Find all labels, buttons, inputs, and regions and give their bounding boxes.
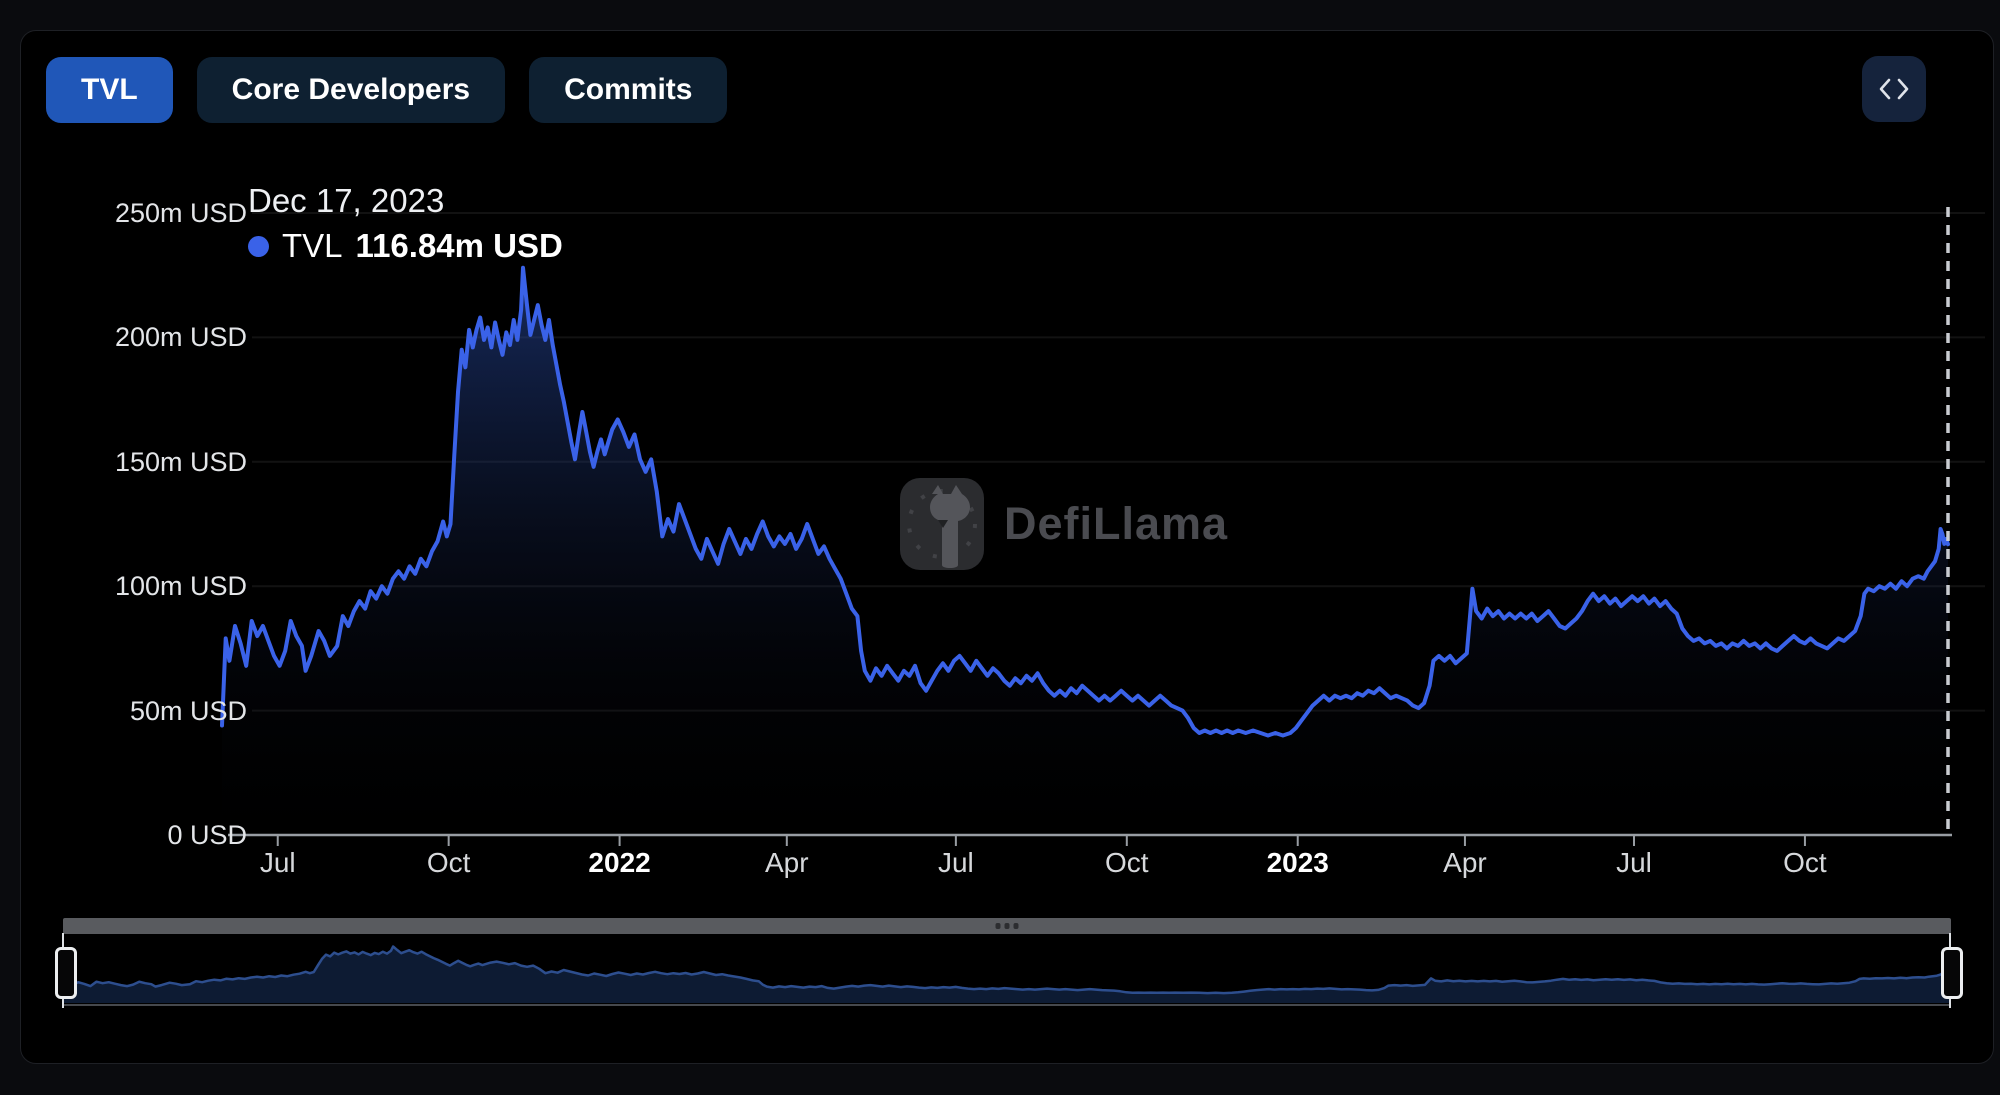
embed-code-button[interactable] [1862, 56, 1926, 122]
chart-tab-bar: TVL Core Developers Commits [46, 57, 728, 123]
tooltip-value: 116.84m USD [355, 227, 563, 264]
chart-tooltip: Dec 17, 2023 TVL 116.84m USD [248, 182, 563, 265]
chart-hover-area[interactable] [222, 213, 1948, 835]
tooltip-series-name: TVL [282, 227, 343, 264]
tooltip-date: Dec 17, 2023 [248, 182, 445, 219]
series-marker-dot [248, 235, 269, 257]
scrollbar-grip-icon[interactable] [995, 923, 1019, 929]
navigator-left-handle[interactable] [55, 947, 77, 999]
tab-tvl[interactable]: TVL [46, 57, 173, 123]
tab-commits[interactable]: Commits [529, 57, 728, 123]
navigator-right-handle[interactable] [1941, 947, 1963, 999]
code-icon [1879, 78, 1909, 100]
tab-core-developers[interactable]: Core Developers [196, 57, 506, 123]
navigator-scrollbar[interactable] [63, 918, 1951, 934]
